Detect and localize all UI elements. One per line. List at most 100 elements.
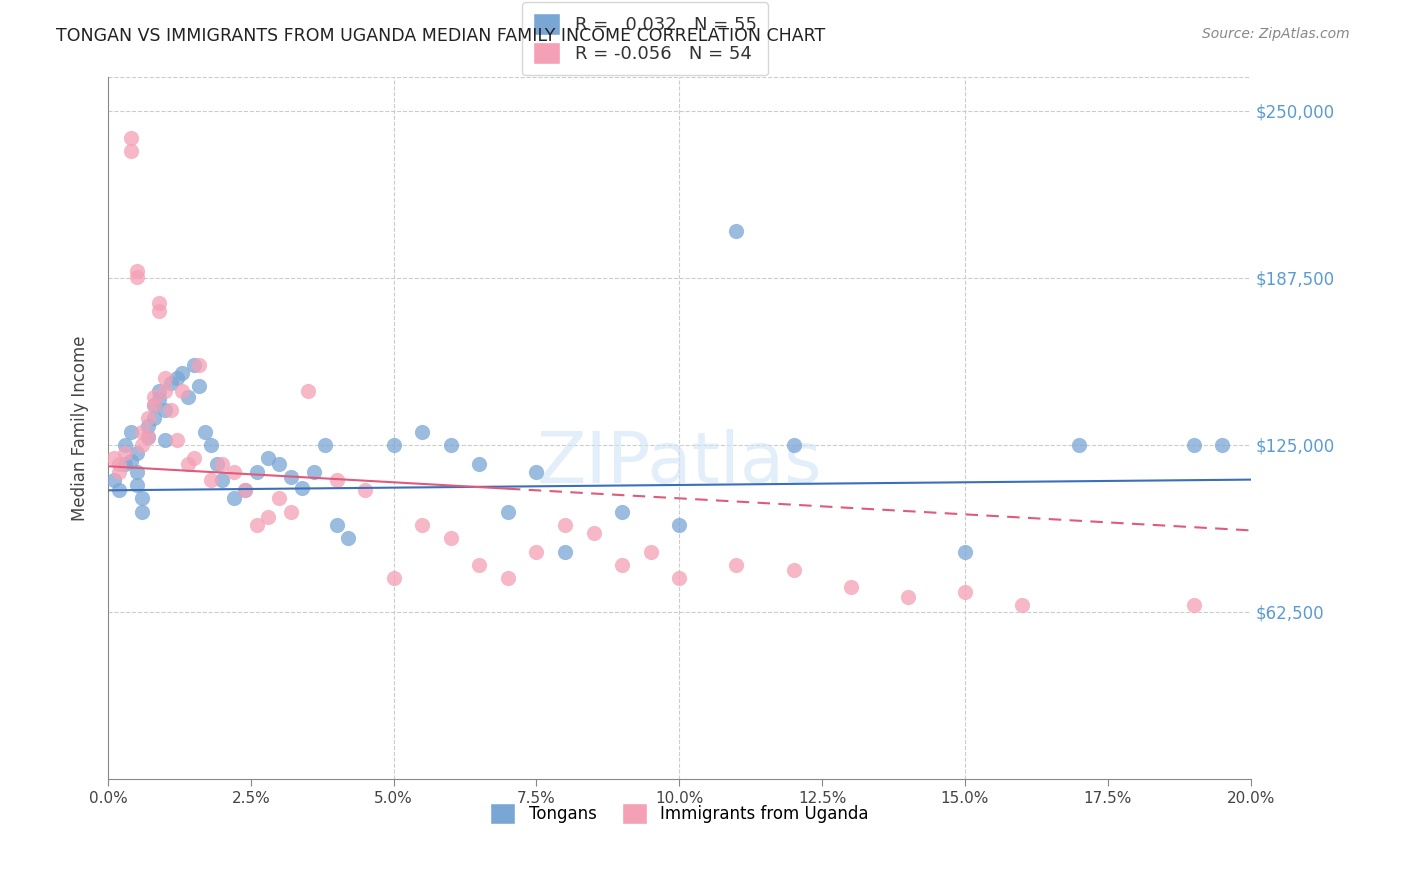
Point (131, 438, 153, 452)
Text: TONGAN VS IMMIGRANTS FROM UGANDA MEDIAN FAMILY INCOME CORRELATION CHART: TONGAN VS IMMIGRANTS FROM UGANDA MEDIAN … (56, 27, 825, 45)
Point (125, 264, 148, 278)
Point (200, 473, 222, 487)
Point (194, 425, 217, 439)
Point (120, 454, 142, 468)
Point (725, 558, 748, 573)
Point (526, 545, 548, 559)
Point (148, 296, 170, 310)
Point (172, 366, 194, 380)
Point (245, 465, 267, 479)
Point (166, 371, 188, 385)
Point (188, 358, 211, 372)
Point (468, 558, 491, 573)
Point (233, 483, 256, 498)
Point (125, 478, 148, 492)
Point (136, 419, 159, 434)
Point (153, 433, 176, 447)
Point (148, 392, 170, 407)
Point (148, 304, 170, 318)
Point (103, 451, 125, 466)
Point (782, 438, 804, 452)
Point (382, 438, 405, 452)
Point (142, 390, 165, 404)
Point (291, 481, 314, 495)
Point (257, 510, 280, 524)
Point (153, 403, 176, 417)
Point (125, 269, 148, 284)
Point (211, 473, 233, 487)
Point (205, 457, 228, 471)
Point (177, 457, 200, 471)
Point (114, 438, 136, 452)
Point (953, 585, 976, 599)
Point (440, 532, 463, 546)
Point (668, 518, 690, 533)
Point (582, 526, 605, 541)
Point (382, 572, 405, 586)
Point (269, 491, 291, 506)
Point (496, 572, 519, 586)
Point (496, 505, 519, 519)
Point (211, 457, 233, 471)
Point (153, 371, 176, 385)
Point (136, 430, 159, 444)
Point (136, 430, 159, 444)
Text: Source: ZipAtlas.com: Source: ZipAtlas.com (1202, 27, 1350, 41)
Point (1211, 438, 1233, 452)
Point (668, 572, 690, 586)
Point (953, 545, 976, 559)
Point (188, 379, 211, 393)
Point (554, 518, 576, 533)
Point (172, 384, 194, 399)
Point (108, 457, 131, 471)
Point (120, 130, 142, 145)
Point (142, 398, 165, 412)
Point (257, 451, 280, 466)
Point (120, 144, 142, 158)
Point (782, 564, 804, 578)
Point (125, 465, 148, 479)
Point (1182, 598, 1205, 612)
Point (131, 491, 153, 506)
Point (1182, 438, 1205, 452)
Point (200, 438, 222, 452)
Point (245, 518, 267, 533)
Text: ZIPatlas: ZIPatlas (537, 429, 823, 498)
Point (125, 446, 148, 460)
Point (160, 376, 183, 391)
Point (142, 411, 165, 425)
Point (222, 491, 245, 506)
Point (526, 465, 548, 479)
Point (103, 473, 125, 487)
Point (153, 384, 176, 399)
Point (114, 457, 136, 471)
Point (183, 358, 205, 372)
Point (142, 398, 165, 412)
Point (131, 425, 153, 439)
Point (354, 483, 377, 498)
Point (1069, 438, 1091, 452)
Point (108, 465, 131, 479)
Point (148, 384, 170, 399)
Point (440, 438, 463, 452)
Point (325, 518, 347, 533)
Point (411, 518, 433, 533)
Point (222, 465, 245, 479)
Point (302, 465, 325, 479)
Point (108, 483, 131, 498)
Point (280, 505, 302, 519)
Legend: Tongans, Immigrants from Uganda: Tongans, Immigrants from Uganda (481, 793, 879, 834)
Point (114, 23, 136, 37)
Point (280, 470, 302, 484)
Point (554, 545, 576, 559)
Point (297, 384, 319, 399)
Point (314, 438, 336, 452)
Point (612, 505, 634, 519)
Point (233, 483, 256, 498)
Point (114, 446, 136, 460)
Point (725, 224, 748, 238)
Point (612, 558, 634, 573)
Point (336, 532, 359, 546)
Point (120, 425, 142, 439)
Point (1011, 598, 1033, 612)
